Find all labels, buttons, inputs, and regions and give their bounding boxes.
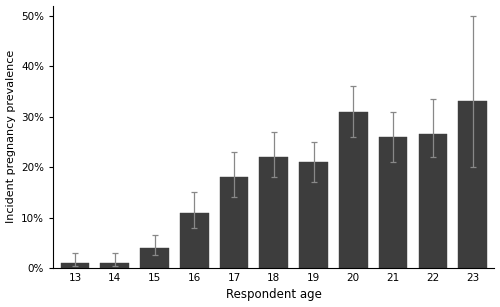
Bar <box>458 101 487 268</box>
X-axis label: Respondent age: Respondent age <box>226 289 322 301</box>
Bar <box>140 248 169 268</box>
Bar <box>260 157 288 268</box>
Bar <box>60 263 90 268</box>
Bar <box>299 162 328 268</box>
Bar <box>180 212 208 268</box>
Y-axis label: Incident pregnancy prevalence: Incident pregnancy prevalence <box>6 50 16 223</box>
Bar <box>379 137 408 268</box>
Bar <box>220 177 248 268</box>
Bar <box>339 111 368 268</box>
Bar <box>100 263 129 268</box>
Bar <box>418 134 447 268</box>
